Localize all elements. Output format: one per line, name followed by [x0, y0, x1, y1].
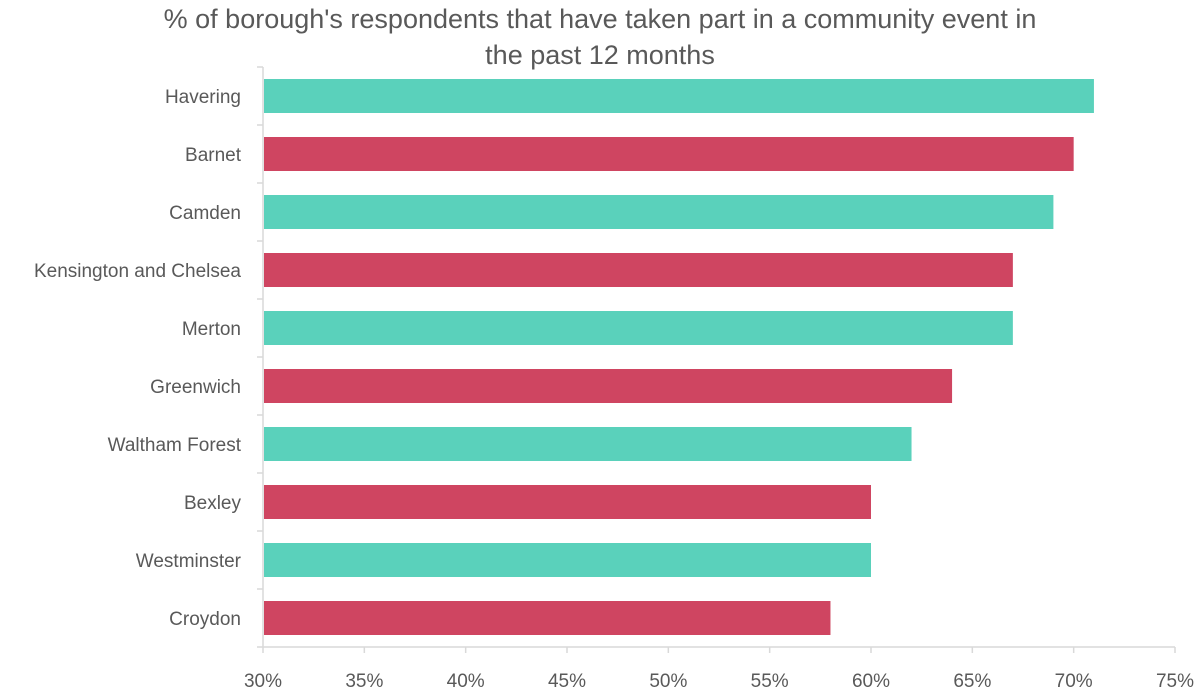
category-label: Kensington and Chelsea: [34, 261, 241, 282]
bar-merton: [264, 311, 1013, 345]
category-label: Greenwich: [150, 377, 241, 398]
category-label: Merton: [182, 319, 241, 340]
category-label: Westminster: [136, 551, 242, 572]
bar-westminster: [264, 543, 871, 577]
x-tick-label: 60%: [852, 671, 890, 692]
x-tick-label: 50%: [649, 671, 687, 692]
bar-croydon: [264, 601, 831, 635]
bar-havering: [264, 79, 1094, 113]
bar-barnet: [264, 137, 1074, 171]
x-tick-label: 55%: [751, 671, 789, 692]
category-label: Camden: [169, 203, 241, 224]
plot-area: Havering Barnet Camden Kensington and Chels…: [34, 66, 1194, 692]
category-label: Waltham Forest: [108, 435, 242, 456]
chart-title-line-2: the past 12 months: [485, 40, 715, 70]
x-tick-label: 70%: [1055, 671, 1093, 692]
category-label: Bexley: [184, 493, 242, 514]
x-tick-label: 30%: [244, 671, 282, 692]
bar-bexley: [264, 485, 871, 519]
x-tick-label: 35%: [345, 671, 383, 692]
x-tick-label: 75%: [1156, 671, 1194, 692]
bar-camden: [264, 195, 1054, 229]
x-tick-label: 45%: [548, 671, 586, 692]
bar-waltham-forest: [264, 427, 912, 461]
category-label: Barnet: [185, 145, 242, 166]
chart-title-line-1: % of borough's respondents that have tak…: [164, 4, 1037, 34]
bar-kensington-and-chelsea: [264, 253, 1013, 287]
category-label: Havering: [165, 87, 241, 108]
bar-greenwich: [264, 369, 953, 403]
x-tick-label: 65%: [953, 671, 991, 692]
category-label: Croydon: [169, 609, 241, 630]
x-tick-label: 40%: [447, 671, 485, 692]
